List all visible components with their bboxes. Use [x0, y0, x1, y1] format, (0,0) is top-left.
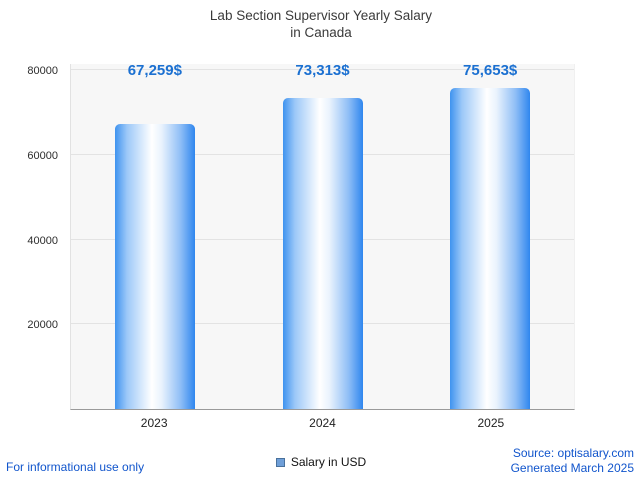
chart-title: Lab Section Supervisor Yearly Salary in …	[0, 7, 642, 41]
bar	[114, 124, 195, 409]
source-text: Source: optisalary.com	[512, 446, 634, 460]
bar-value-label: 75,653$	[463, 62, 518, 79]
x-tick-label: 2023	[140, 416, 168, 430]
x-tick-label: 2024	[309, 416, 336, 430]
disclaimer-text: For informational use only	[6, 460, 145, 474]
legend-label: Salary in USD	[290, 455, 367, 469]
x-tick-label: 2025	[477, 416, 505, 430]
generated-text: Generated March 2025	[510, 461, 634, 475]
legend: Salary in USD	[0, 455, 642, 469]
plot-area: 67,259$ 73,313$ 75,653$	[70, 62, 575, 410]
legend-color-swatch-icon	[275, 457, 285, 467]
bar-value-label: 73,313$	[295, 62, 350, 79]
source-block: Source: optisalary.com Generated March 2…	[511, 446, 634, 476]
y-tick-label: 80000	[27, 65, 58, 77]
y-tick-label: 20000	[27, 319, 58, 332]
y-tick-label: 40000	[27, 234, 58, 247]
chart-title-line2: in Canada	[290, 25, 352, 40]
chart-title-line1: Lab Section Supervisor Yearly Salary	[209, 8, 433, 23]
bar	[450, 88, 531, 409]
gridline	[71, 69, 574, 70]
x-axis: 2023 2024 2025	[70, 416, 575, 434]
y-tick-label: 60000	[27, 149, 58, 162]
bar	[282, 98, 363, 409]
bar-value-label: 67,259$	[127, 62, 182, 79]
y-axis: 20000 40000 60000 80000	[0, 64, 64, 410]
